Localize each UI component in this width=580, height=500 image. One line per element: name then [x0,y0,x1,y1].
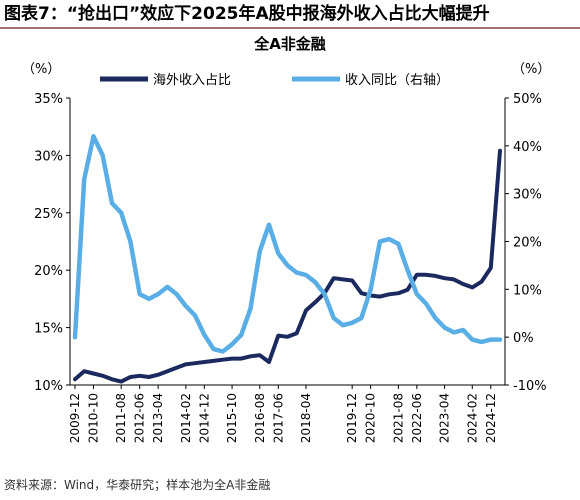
right-tick-label: 30% [513,188,542,203]
left-axis-unit: （%） [22,62,60,77]
x-tick-label: 2009-12 [68,393,82,443]
left-tick-label: 35% [34,92,63,107]
left-tick-label: 15% [34,322,63,337]
x-tick-label: 2016-08 [253,393,267,443]
x-tick-label: 2021-08 [391,393,405,443]
right-axis-unit: （%） [512,62,550,77]
series-line-overseas-share [73,148,502,384]
x-tick-label: 2017-06 [271,393,285,443]
legend-label-share: 海外收入占比 [153,73,231,88]
x-tick-label: 2010-10 [86,393,100,443]
right-tick-label: 0% [513,331,534,346]
right-tick-label: -10% [513,379,547,394]
legend: 海外收入占比 收入同比（右轴） [100,73,449,88]
x-tick-label: 2024-12 [484,393,498,443]
left-tick-label: 30% [34,149,63,164]
x-axis-ticks: 2009-12 2010-10 2011-08 2012-06 2013-04 2014-… [68,385,498,443]
left-tick-label: 10% [34,379,63,394]
x-tick-label: 2020-10 [364,393,378,443]
right-tick-label: 40% [513,140,542,155]
x-tick-label: 2012-06 [133,393,147,443]
left-tick-label: 25% [34,207,63,222]
right-tick-label: 20% [513,236,542,251]
series-lines [72,134,503,384]
right-tick-label: 10% [513,283,542,298]
x-tick-label: 2018-04 [299,393,313,443]
x-tick-label: 2023-04 [438,393,452,443]
left-tick-label: 20% [34,264,63,279]
x-tick-label: 2014-02 [179,393,193,443]
x-tick-label: 2015-10 [225,393,239,443]
series-line-revenue-growth [72,134,503,354]
right-tick-label: 50% [513,92,542,107]
right-axis-ticks: -10% 0% 10% 20% 30% 40% 50% [505,92,547,394]
figure-title: 图表7：“抢出口”效应下2025年A股中报海外收入占比大幅提升 [4,3,490,24]
chart-title: 全A非金融 [253,35,326,53]
x-tick-label: 2022-06 [410,393,424,443]
x-tick-label: 2011-08 [114,393,128,443]
source-note: 资料来源：Wind，华泰研究；样本池为全A非金融 [4,477,270,492]
x-tick-label: 2013-04 [151,393,165,443]
axes [69,98,506,386]
legend-label-growth: 收入同比（右轴） [345,73,449,88]
x-tick-label: 2019-12 [345,393,359,443]
x-tick-label: 2014-12 [197,393,211,443]
x-tick-label: 2024-02 [465,393,479,443]
left-axis-ticks: 10% 15% 20% 25% 30% 35% [34,92,70,394]
